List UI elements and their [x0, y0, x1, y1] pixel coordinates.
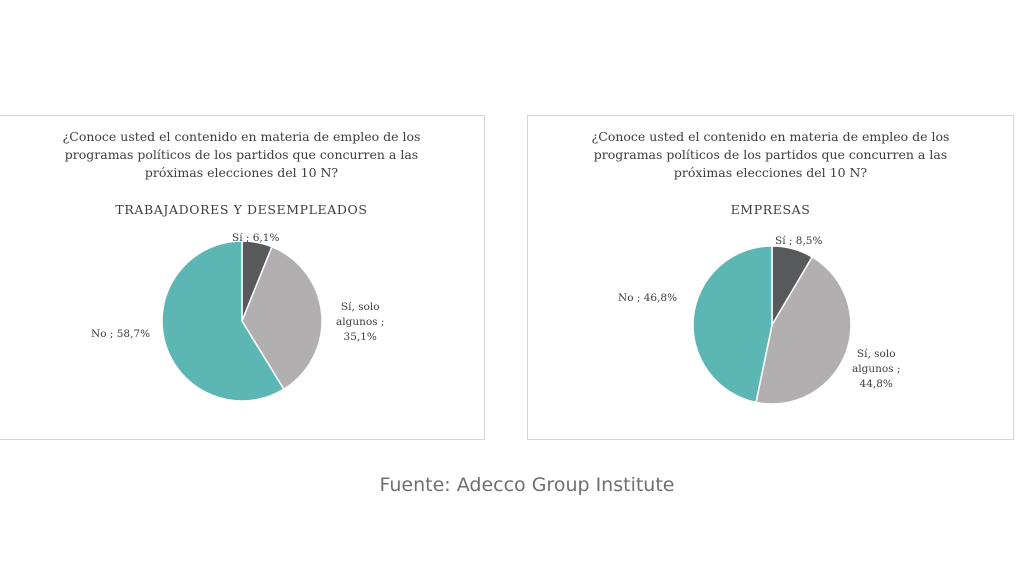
- chart-question: ¿Conoce usted el contenido en materia de…: [528, 128, 1013, 182]
- chart-question-line: ¿Conoce usted el contenido en materia de…: [62, 129, 421, 144]
- chart-question-line: programas políticos de los partidos que …: [64, 147, 419, 162]
- slice-label-line: Sí ; 6,1%: [232, 232, 280, 244]
- slice-label-algunos: Sí, solo algunos ; 35,1%: [336, 300, 384, 345]
- chart-question: ¿Conoce usted el contenido en materia de…: [0, 128, 484, 182]
- slice-label-line: algunos ;: [852, 363, 901, 375]
- chart-subtitle: EMPRESAS: [730, 202, 811, 217]
- slice-label-line: algunos ;: [336, 316, 385, 328]
- slice-label-algunos: Sí, solo algunos ; 44,8%: [852, 347, 900, 392]
- slice-label-line: Sí, solo: [340, 301, 380, 313]
- slice-label-line: Sí, solo: [856, 348, 896, 360]
- slice-si-solo-algunos: [755, 255, 852, 405]
- slice-no: [692, 245, 773, 404]
- chart-question-line: próximas elecciones del 10 N?: [673, 165, 868, 180]
- chart-question-line: programas políticos de los partidos que …: [593, 147, 948, 162]
- pie-chart: [161, 240, 323, 402]
- slice-label-si: Sí ; 6,1%: [232, 231, 279, 246]
- chart-subtitle: TRABAJADORES Y DESEMPLEADOS: [115, 202, 368, 217]
- chart-panel-workers: ¿Conoce usted el contenido en materia de…: [0, 115, 485, 440]
- chart-question-line: ¿Conoce usted el contenido en materia de…: [591, 129, 950, 144]
- pie-chart: [692, 245, 852, 405]
- slice-label-line: No ; 46,8%: [618, 292, 678, 304]
- source-caption: Fuente: Adecco Group Institute: [379, 474, 675, 496]
- slice-label-line: 44,8%: [859, 378, 893, 390]
- slice-label-no: No ; 46,8%: [618, 291, 677, 306]
- chart-panel-companies: ¿Conoce usted el contenido en materia de…: [527, 115, 1014, 440]
- chart-question-line: próximas elecciones del 10 N?: [144, 165, 339, 180]
- slice-no: [161, 240, 285, 402]
- slice-label-line: Sí ; 8,5%: [775, 235, 823, 247]
- slice-label-si: Sí ; 8,5%: [775, 234, 822, 249]
- slice-label-line: No ; 58,7%: [91, 328, 151, 340]
- slice-label-no: No ; 58,7%: [91, 327, 150, 342]
- slice-label-line: 35,1%: [343, 331, 377, 343]
- slice-si-solo-algunos: [241, 245, 323, 391]
